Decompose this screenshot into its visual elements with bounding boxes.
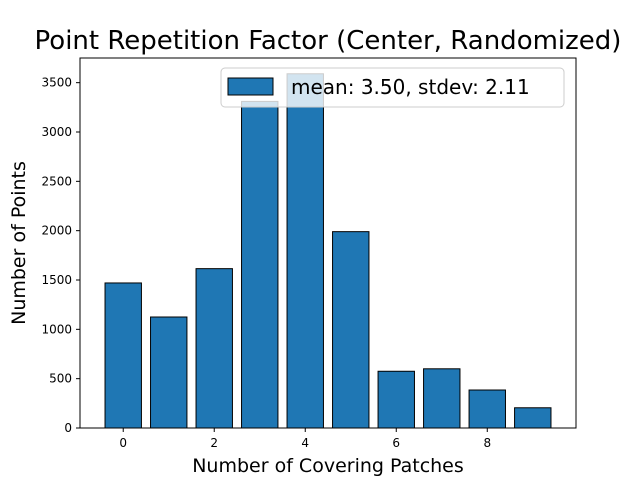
legend-swatch: [227, 77, 274, 96]
bar-7: [423, 368, 461, 429]
y-tick-label: 3000: [41, 125, 72, 139]
y-tick-label: 1500: [41, 273, 72, 287]
legend-box: [220, 67, 565, 108]
x-tick-label: 4: [301, 436, 309, 450]
y-axis-label: Number of Points: [8, 161, 30, 325]
y-tick-label: 1000: [41, 322, 72, 336]
bar-2: [195, 268, 233, 429]
bar-6: [377, 370, 415, 429]
bar-4: [286, 73, 324, 429]
y-tick-label: 0: [64, 421, 72, 435]
plot-frame: [79, 57, 577, 429]
bar-5: [332, 231, 370, 429]
bar-9: [514, 407, 552, 429]
bar-8: [468, 389, 506, 429]
bar-1: [150, 316, 188, 429]
bar-0: [104, 282, 142, 429]
legend: mean: 3.50, stdev: 2.11: [220, 67, 565, 108]
legend-label: mean: 3.50, stdev: 2.11: [291, 75, 530, 99]
y-axis-ticks: 0 500 1000 1500 2000 2500 3000 3500: [41, 76, 80, 435]
bars-group: [104, 73, 552, 429]
x-tick-label: 2: [210, 436, 218, 450]
y-tick-label: 3500: [41, 76, 72, 90]
y-tick-label: 500: [49, 372, 72, 386]
y-tick-label: 2000: [41, 224, 72, 238]
y-tick-label: 2500: [41, 174, 72, 188]
x-axis-ticks: 0 2 4 6 8: [119, 428, 491, 450]
bar-3: [241, 100, 279, 429]
x-tick-label: 8: [483, 436, 491, 450]
x-tick-label: 0: [119, 436, 127, 450]
x-tick-label: 6: [392, 436, 400, 450]
x-axis-label: Number of Covering Patches: [192, 455, 464, 477]
chart-title: Point Repetition Factor (Center, Randomi…: [35, 26, 622, 56]
